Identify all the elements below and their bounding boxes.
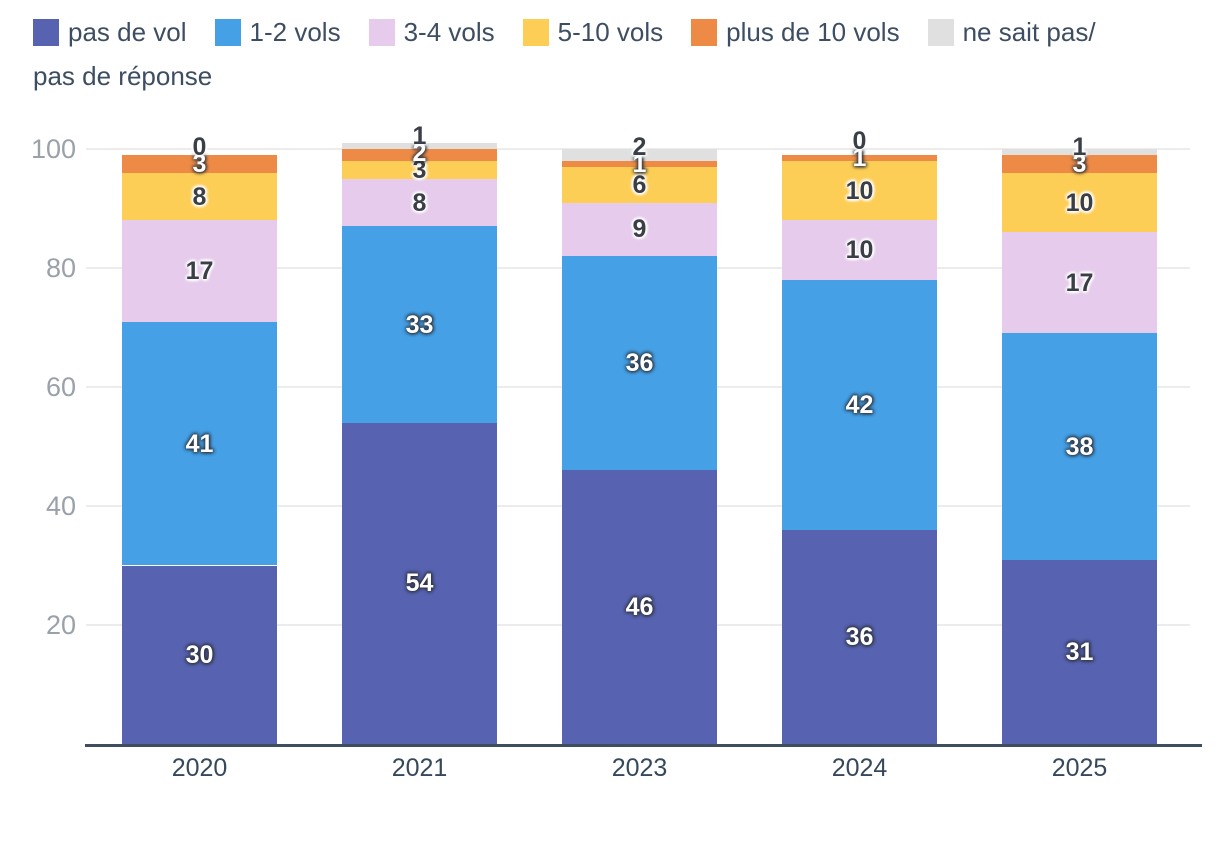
bar-segment-5-10-vols-2023[interactable]: [562, 166, 717, 203]
legend-label: pas de vol: [68, 17, 187, 47]
bar-segment-1-2-vols-2020[interactable]: [122, 321, 277, 566]
legend-item-pas-de-vol: pas de vol: [33, 10, 187, 54]
chart-legend: pas de vol 1-2 vols 3-4 vols 5-10 vols plus …: [33, 10, 1205, 98]
bar-segment-5-10-vols-2025[interactable]: [1002, 172, 1157, 233]
bar-segment-plus-de-10-vols-2021[interactable]: [342, 149, 497, 161]
legend-label: 1-2 vols: [249, 17, 341, 47]
bar-segment-pas-de-vol-2023[interactable]: [562, 470, 717, 744]
legend-label: 3-4 vols: [403, 17, 495, 47]
bar-segment-pas-de-vol-2025[interactable]: [1002, 559, 1157, 744]
bar-segment-3-4-vols-2020[interactable]: [122, 220, 277, 322]
bar-segment-1-2-vols-2024[interactable]: [782, 279, 937, 530]
legend-item-5-10-vols: 5-10 vols: [522, 10, 664, 54]
y-tick-label-40: 40: [45, 491, 76, 521]
legend-item-1-2-vols: 1-2 vols: [214, 10, 341, 54]
legend-swatch: [691, 19, 718, 46]
bar-segment-plus-de-10-vols-2024[interactable]: [782, 154, 937, 161]
legend-swatch: [33, 19, 59, 46]
legend-item-3-4-vols: 3-4 vols: [368, 10, 495, 54]
y-tick-label-100: 100: [30, 134, 76, 164]
bar-segment-pas-de-vol-2024[interactable]: [782, 529, 937, 744]
bar-segment-3-4-vols-2021[interactable]: [342, 178, 497, 227]
bar-segment-1-2-vols-2025[interactable]: [1002, 333, 1157, 560]
bar-segment-pas-de-vol-2020[interactable]: [122, 565, 277, 744]
y-tick-label-80: 80: [45, 253, 76, 283]
x-tick-label-2025: 2025: [1051, 754, 1108, 782]
x-tick-label-2023: 2023: [611, 754, 668, 782]
legend-label-line2: pas de réponse: [33, 61, 213, 91]
bar-segment-pas-de-vol-2021[interactable]: [342, 422, 497, 744]
bar-segment-1-2-vols-2021[interactable]: [342, 226, 497, 423]
bar-segment-ne-sait-pas-pas-de-r-ponse-2025[interactable]: [1002, 149, 1157, 155]
bar-segment-5-10-vols-2020[interactable]: [122, 172, 277, 221]
legend-item-plus-de-10-vols: plus de 10 vols: [691, 10, 900, 54]
legend-swatch: [368, 19, 395, 46]
bar-segment-plus-de-10-vols-2023[interactable]: [562, 160, 717, 167]
bar-segment-ne-sait-pas-pas-de-r-ponse-2021[interactable]: [342, 143, 497, 149]
bar-segment-3-4-vols-2025[interactable]: [1002, 232, 1157, 334]
legend-item-ne-sait-pas-pas-de-r-ponse: ne sait pas/pas de réponse: [33, 17, 1096, 91]
bar-segment-5-10-vols-2024[interactable]: [782, 160, 937, 221]
bar-segment-3-4-vols-2023[interactable]: [562, 202, 717, 257]
legend-label: plus de 10 vols: [726, 17, 900, 47]
legend-swatch: [214, 19, 241, 46]
legend-swatch: [522, 19, 549, 46]
x-axis-line: [85, 744, 1202, 747]
legend-swatch: [927, 19, 954, 46]
legend-label: ne sait pas/: [962, 17, 1096, 47]
bar-value-label-ne-sait-pas-pas-de-r-ponse-2024: 0: [852, 126, 867, 155]
bar-segment-ne-sait-pas-pas-de-r-ponse-2023[interactable]: [562, 149, 717, 161]
legend-label: 5-10 vols: [557, 17, 664, 47]
x-tick-label-2021: 2021: [391, 754, 448, 782]
bar-segment-plus-de-10-vols-2025[interactable]: [1002, 154, 1157, 173]
bar-segment-1-2-vols-2023[interactable]: [562, 256, 717, 471]
bar-segment-3-4-vols-2024[interactable]: [782, 220, 937, 280]
bar-segment-5-10-vols-2021[interactable]: [342, 160, 497, 179]
y-tick-label-60: 60: [45, 372, 76, 402]
x-tick-label-2020: 2020: [171, 754, 228, 782]
x-tick-label-2024: 2024: [831, 754, 888, 782]
bar-segment-plus-de-10-vols-2020[interactable]: [122, 154, 277, 173]
y-tick-label-20: 20: [45, 610, 76, 640]
